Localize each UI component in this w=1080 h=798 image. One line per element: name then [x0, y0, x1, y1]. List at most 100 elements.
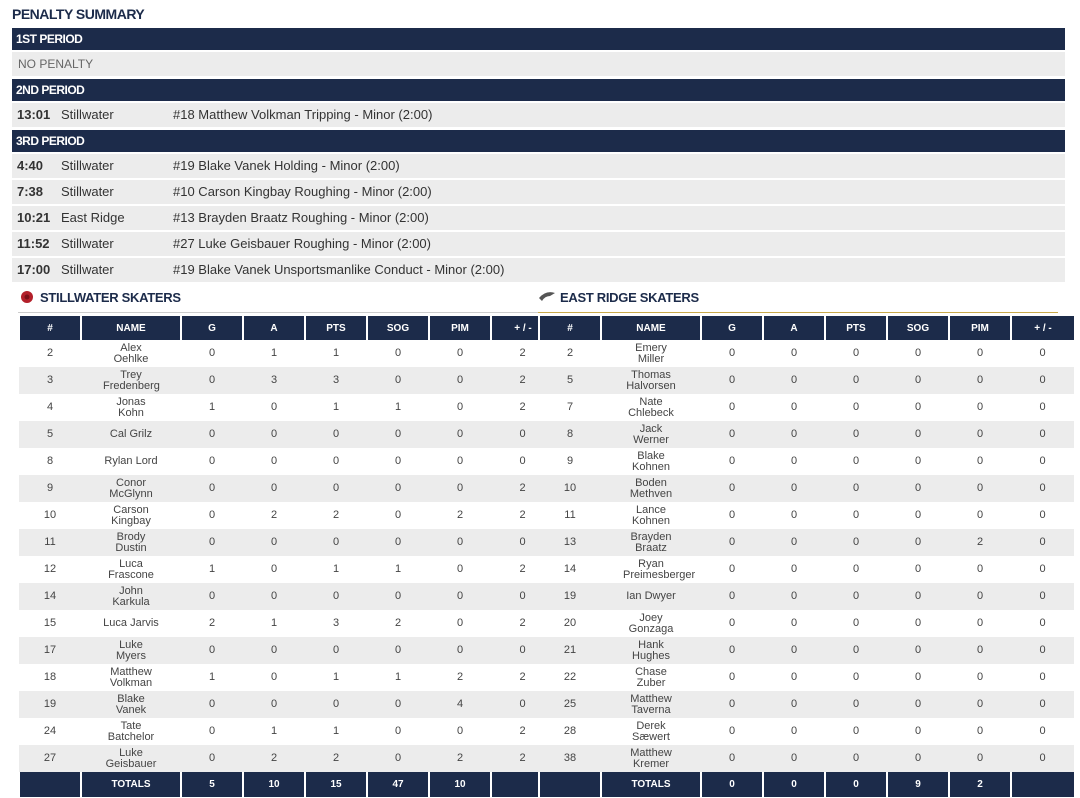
- player-name: Thomas Halvorsen: [601, 367, 701, 394]
- player-name: Jack Werner: [601, 421, 701, 448]
- stat-cell: 0: [429, 637, 491, 664]
- player-name: Cal Grilz: [81, 421, 181, 448]
- stat-cell: 0: [763, 475, 825, 502]
- stat-cell: 0: [181, 583, 243, 610]
- player-row: 10 Carson Kingbay 0 2 2 0 2 2: [19, 502, 554, 529]
- stat-cell: 0: [701, 745, 763, 772]
- stat-cell: 0: [763, 367, 825, 394]
- stat-cell: 9: [566, 455, 574, 467]
- total-cell: TOTALS: [80, 772, 181, 797]
- stat-cell: 0: [1039, 725, 1046, 737]
- total-cell: 0: [700, 772, 763, 797]
- stat-cell: 0: [949, 745, 1011, 772]
- description: #13 Brayden Braatz Roughing - Minor (2:0…: [173, 210, 429, 225]
- stat-cell: 0: [825, 475, 887, 502]
- stat-cell: 0: [181, 691, 243, 718]
- stat-cell: 1: [394, 563, 402, 575]
- stat-cell: 2: [456, 671, 464, 683]
- column-header: SOG: [886, 316, 949, 340]
- total-cell: 5: [180, 772, 243, 797]
- stat-cell: 0: [825, 421, 887, 448]
- stat-cell: 18: [43, 671, 57, 683]
- player-row: 28 Derek Sæwert 0 0 0 0 0 0: [539, 718, 1074, 745]
- stat-cell: 0: [976, 347, 984, 359]
- player-name: Derek Sæwert: [632, 719, 670, 743]
- stat-cell: 1: [208, 671, 216, 683]
- stat-cell: 0: [367, 637, 429, 664]
- player-name: John Karkula: [81, 583, 181, 610]
- team-title: STILLWATER SKATERS: [40, 290, 181, 305]
- player-name: Emery Miller: [635, 341, 667, 365]
- player-row: 2 Emery Miller 0 0 0 0 0 0: [539, 340, 1074, 367]
- column-header: G: [180, 316, 243, 340]
- stat-cell: 3: [332, 617, 340, 629]
- team: Stillwater: [61, 184, 114, 199]
- description: #19 Blake Vanek Holding - Minor (2:00): [173, 158, 400, 173]
- stat-cell: 0: [949, 691, 1011, 718]
- stat-cell: 0: [790, 725, 798, 737]
- stat-cell: 0: [852, 401, 860, 413]
- stat-cell: 0: [1011, 529, 1074, 556]
- stat-cell: 0: [887, 421, 949, 448]
- stat-cell: 24: [43, 725, 57, 737]
- stillwater-logo: [21, 291, 33, 303]
- stat-cell: 0: [825, 529, 887, 556]
- stat-cell: 0: [949, 367, 1011, 394]
- stat-cell: 0: [305, 583, 367, 610]
- stat-cell: 0: [763, 637, 825, 664]
- stat-cell: 2: [519, 671, 526, 683]
- section-title: PENALTY SUMMARY: [12, 6, 145, 22]
- stat-cell: 2: [519, 617, 526, 629]
- stat-cell: 3: [19, 367, 81, 394]
- stat-cell: 0: [456, 563, 464, 575]
- stat-cell: 13: [539, 529, 601, 556]
- stat-cell: 2: [519, 509, 526, 521]
- stat-cell: 0: [914, 509, 922, 521]
- description: #27 Luke Geisbauer Roughing - Minor (2:0…: [173, 236, 431, 251]
- stat-cell: 0: [243, 529, 305, 556]
- east-ridge-logo: [539, 292, 555, 301]
- stat-cell: 2: [566, 347, 574, 359]
- stat-cell: 0: [887, 367, 949, 394]
- column-header: A: [242, 316, 305, 340]
- stat-cell: 0: [701, 475, 763, 502]
- stat-cell: 0: [790, 563, 798, 575]
- stat-cell: 25: [539, 691, 601, 718]
- stat-cell: 1: [270, 617, 278, 629]
- column-header: PTS: [304, 316, 367, 340]
- player-name: Chase Zuber: [635, 665, 667, 689]
- stat-cell: 2: [949, 529, 1011, 556]
- column-header: PIM: [948, 316, 1011, 340]
- stat-cell: 5: [539, 367, 601, 394]
- player-row: 4 Jonas Kohn 1 0 1 1 0 2: [19, 394, 554, 421]
- player-name: Matthew Volkman: [109, 665, 153, 689]
- stat-cell: 1: [270, 347, 278, 359]
- description: #10 Carson Kingbay Roughing - Minor (2:0…: [173, 184, 432, 199]
- stat-cell: 2: [519, 401, 526, 413]
- stat-cell: 0: [305, 475, 367, 502]
- stat-cell: 2: [208, 617, 216, 629]
- stat-cell: 0: [1039, 347, 1046, 359]
- stat-cell: 2: [332, 509, 340, 521]
- total-cell: 47: [366, 772, 429, 797]
- stat-cell: 0: [887, 583, 949, 610]
- player-row: 11 Brody Dustin 0 0 0 0 0 0: [19, 529, 554, 556]
- stat-cell: 11: [564, 509, 576, 521]
- stat-cell: 0: [763, 421, 825, 448]
- stat-cell: 0: [270, 401, 278, 413]
- stat-cell: 0: [208, 725, 216, 737]
- player-row: 14 Ryan Preimesberger 0 0 0 0 0 0: [539, 556, 1074, 583]
- player-name: Brody Dustin: [81, 529, 181, 556]
- stat-cell: 2: [305, 745, 367, 772]
- team: Stillwater: [61, 107, 114, 122]
- player-row: 27 Luke Geisbauer 0 2 2 0 2 2: [19, 745, 554, 772]
- stat-cell: 0: [519, 455, 526, 467]
- column-header: NAME: [80, 316, 181, 340]
- player-name: Matthew Kremer: [601, 745, 701, 772]
- stat-cell: 0: [825, 691, 887, 718]
- skaters-table: # NAME G A PTS SOG PIM + / -2 Alex Oehlke 0 1 1 0 0 2 3…: [18, 316, 554, 797]
- stat-cell: 0: [394, 347, 402, 359]
- divider: [18, 312, 538, 313]
- stat-cell: 2: [243, 745, 305, 772]
- stat-cell: 0: [701, 367, 763, 394]
